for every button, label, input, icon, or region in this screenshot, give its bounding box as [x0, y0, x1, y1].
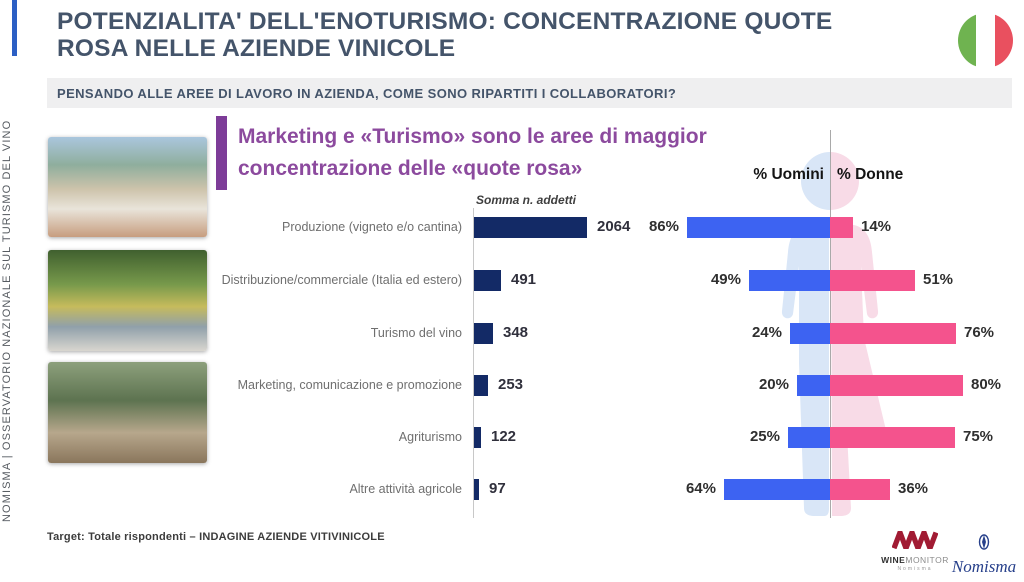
uomini-bar: [749, 270, 830, 291]
page-title: POTENZIALITA' DELL'ENOTURISMO: CONCENTRA…: [57, 8, 937, 63]
question-bar: PENSANDO ALLE AREE DI LAVORO IN AZIENDA,…: [47, 78, 1012, 108]
nomisma-wordmark: Nomisma: [951, 557, 1017, 576]
vineyard-dinner-table-photo: [48, 250, 207, 351]
addetti-bar: [474, 217, 587, 238]
uomini-pct-label: 86%: [648, 218, 679, 235]
addetti-bar: [474, 479, 479, 500]
heading-accent-bar: [216, 116, 227, 190]
category-label: Distribuzione/commerciale (Italia ed est…: [221, 273, 462, 288]
chart-row: Turismo del vino 348 24% 76%: [0, 308, 1024, 360]
chart-heading-line1: Marketing e «Turismo» sono le aree di ma…: [238, 125, 707, 148]
donne-pct-label: 36%: [898, 480, 929, 497]
category-label: Produzione (vigneto e/o cantina): [282, 220, 462, 235]
donne-bar: [830, 375, 963, 396]
chart-heading-line2: concentrazione delle «quote rosa»: [238, 156, 583, 180]
nomisma-crest-icon: [978, 534, 990, 550]
winemonitor-logo: WINEMONITOR Nomisma: [878, 525, 952, 572]
addetti-bar: [474, 270, 501, 291]
legend-uomini: % Uomini: [753, 166, 824, 183]
donne-pct-label: 14%: [861, 218, 892, 235]
flag-white-stripe: [976, 13, 995, 68]
category-label: Altre attività agricole: [349, 482, 462, 497]
sommelier-pouring-wine-photo: [48, 362, 207, 463]
addetti-bar: [474, 323, 493, 344]
chart-row: Produzione (vigneto e/o cantina) 2064 86% 1…: [0, 202, 1024, 254]
winemonitor-word-bold: WINE: [881, 555, 906, 565]
addetti-bar: [474, 427, 481, 448]
category-label: Agriturismo: [398, 430, 462, 445]
donne-pct-label: 76%: [964, 324, 995, 341]
donne-bar: [830, 427, 955, 448]
uomini-bar: [790, 323, 830, 344]
donne-pct-label: 75%: [963, 428, 994, 445]
footer-target-note: Target: Totale rispondenti – INDAGINE AZ…: [47, 531, 385, 543]
chart-row: Altre attività agricole 97 64% 36%: [0, 464, 1024, 516]
winemonitor-subtext: Nomisma: [897, 566, 933, 572]
nomisma-logo: Nomisma: [948, 534, 1020, 577]
italy-flag-icon: [958, 13, 1013, 68]
uomini-bar: [788, 427, 830, 448]
donne-bar: [830, 217, 853, 238]
donne-pct-label: 80%: [971, 376, 1002, 393]
page-title-line1: POTENZIALITA' DELL'ENOTURISMO: CONCENTRA…: [57, 8, 833, 35]
donne-bar: [830, 479, 890, 500]
uomini-bar: [724, 479, 830, 500]
chart-row: Marketing, comunicazione e promozione 253…: [0, 360, 1024, 412]
uomini-bar: [797, 375, 830, 396]
addetti-value: 491: [511, 271, 537, 288]
chart-row: Agriturismo 122 25% 75%: [0, 412, 1024, 464]
left-axis-label: Somma n. addetti: [476, 193, 577, 207]
addetti-value: 97: [489, 480, 506, 497]
uomini-bar: [687, 217, 830, 238]
donne-pct-label: 51%: [923, 271, 954, 288]
wine-glass-terrace-photo: [48, 137, 207, 237]
winemonitor-word-light: MONITOR: [905, 555, 949, 565]
page-title-line2: ROSA NELLE AZIENDE VINICOLE: [57, 35, 456, 63]
chart-heading: Marketing e «Turismo» sono le aree di ma…: [238, 121, 778, 184]
winemonitor-wm-icon: [891, 525, 939, 556]
category-label: Turismo del vino: [370, 326, 462, 341]
donne-bar: [830, 323, 956, 344]
uomini-pct-label: 25%: [749, 428, 780, 445]
addetti-value: 2064: [597, 218, 631, 235]
uomini-pct-label: 64%: [685, 480, 716, 497]
winemonitor-wordmark: WINEMONITOR: [878, 555, 952, 565]
donne-bar: [830, 270, 915, 291]
category-label: Marketing, comunicazione e promozione: [237, 378, 462, 393]
uomini-pct-label: 24%: [751, 324, 782, 341]
uomini-pct-label: 49%: [710, 271, 741, 288]
addetti-value: 348: [503, 324, 529, 341]
flag-red-stripe: [994, 13, 1013, 68]
flag-green-stripe: [958, 13, 977, 68]
addetti-bar: [474, 375, 488, 396]
legend-donne: % Donne: [837, 166, 904, 183]
addetti-axis-line: [473, 208, 474, 518]
uomini-pct-label: 20%: [758, 376, 789, 393]
addetti-value: 253: [498, 376, 524, 393]
addetti-value: 122: [491, 428, 517, 445]
chart-row: Distribuzione/commerciale (Italia ed est…: [0, 255, 1024, 307]
sidebar-accent-line: [12, 0, 17, 56]
